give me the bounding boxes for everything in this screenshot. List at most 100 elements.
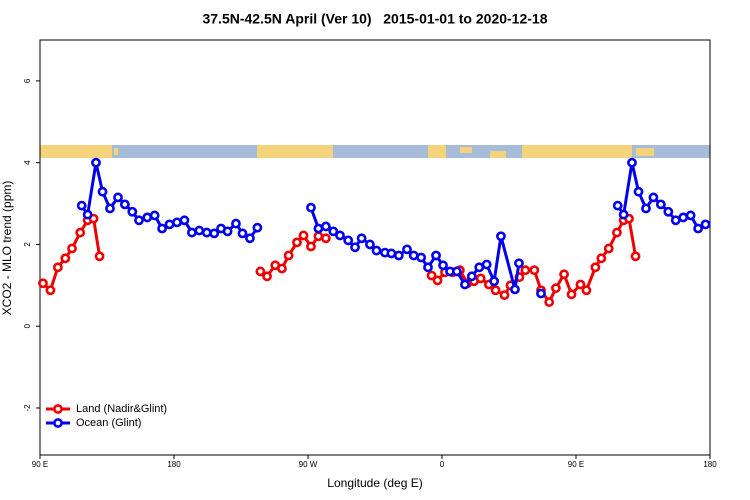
point: [496, 231, 506, 242]
point: [350, 242, 360, 253]
point: [685, 210, 696, 221]
point: [328, 226, 339, 237]
point: [499, 290, 510, 301]
point: [149, 210, 160, 221]
point: [60, 253, 71, 264]
point: [320, 221, 331, 232]
point: [663, 206, 674, 217]
point: [194, 225, 205, 236]
point: [283, 250, 294, 261]
point: [209, 228, 220, 239]
x-tick-label: 180: [703, 460, 717, 469]
point: [186, 227, 197, 238]
y-tick-label: 6: [23, 78, 32, 83]
point: [633, 186, 644, 197]
point: [630, 251, 641, 262]
point: [320, 233, 331, 244]
point: [393, 250, 404, 261]
x-tick-label: 180: [167, 460, 181, 469]
point: [262, 271, 272, 282]
point: [172, 217, 182, 228]
map-strip: [40, 145, 710, 158]
point: [432, 275, 443, 286]
point: [94, 251, 105, 262]
legend-marker: [53, 418, 63, 428]
x-tick-label: 90 W: [299, 460, 318, 469]
point: [292, 237, 302, 248]
land-strip: [428, 145, 446, 158]
point: [164, 219, 175, 230]
point: [475, 273, 486, 284]
point: [402, 244, 412, 255]
point: [119, 199, 130, 210]
point: [670, 215, 681, 226]
chart-title: 37.5N-42.5N April (Ver 10) 2015-01-01 to…: [202, 11, 547, 27]
land-strip: [636, 148, 654, 156]
point: [438, 260, 448, 271]
point: [566, 289, 577, 300]
point: [559, 269, 569, 280]
point: [252, 222, 263, 233]
point: [551, 283, 561, 294]
point: [423, 262, 433, 273]
point: [105, 203, 115, 214]
point: [627, 157, 637, 168]
point: [356, 233, 367, 244]
point: [157, 223, 167, 234]
point: [222, 226, 233, 237]
point: [298, 230, 309, 241]
x-tick-label: 90 E: [32, 460, 48, 469]
point: [82, 209, 93, 220]
y-tick-label: 0: [23, 323, 32, 328]
point: [386, 248, 397, 259]
point: [641, 203, 651, 214]
legend-marker: [53, 404, 63, 414]
point: [481, 259, 492, 270]
point: [365, 239, 375, 250]
point: [489, 276, 500, 287]
land-strip: [460, 147, 472, 153]
point: [431, 250, 441, 261]
point: [127, 206, 138, 217]
point: [529, 265, 540, 276]
legend-label: Ocean (Glint): [76, 417, 141, 429]
x-axis-label: Longitude (deg E): [327, 476, 422, 490]
point: [76, 200, 87, 211]
point: [520, 265, 531, 276]
land-strip: [114, 148, 118, 155]
point: [306, 241, 316, 252]
point: [277, 263, 287, 274]
point: [426, 270, 437, 281]
point: [618, 209, 629, 220]
point: [343, 235, 354, 246]
x-tick-label: 90 E: [568, 460, 584, 469]
point: [371, 245, 382, 256]
point: [544, 297, 555, 307]
point: [237, 228, 248, 239]
point: [514, 258, 524, 269]
point: [231, 218, 241, 229]
point: [451, 266, 462, 277]
point: [255, 266, 266, 277]
land-strip: [522, 145, 632, 158]
point: [67, 243, 77, 254]
point: [612, 200, 623, 211]
point: [113, 192, 123, 203]
point: [245, 233, 255, 244]
plot-frame: [39, 39, 711, 456]
point: [75, 227, 86, 238]
point: [201, 227, 212, 238]
point: [134, 215, 144, 226]
point: [648, 192, 659, 203]
point: [693, 223, 703, 234]
point: [603, 243, 614, 254]
point: [581, 285, 592, 296]
point: [52, 262, 63, 273]
point: [91, 157, 101, 168]
land-strip: [490, 151, 506, 158]
point: [596, 253, 607, 264]
point: [490, 285, 501, 296]
y-tick-label: -2: [23, 404, 32, 412]
point: [590, 262, 601, 273]
